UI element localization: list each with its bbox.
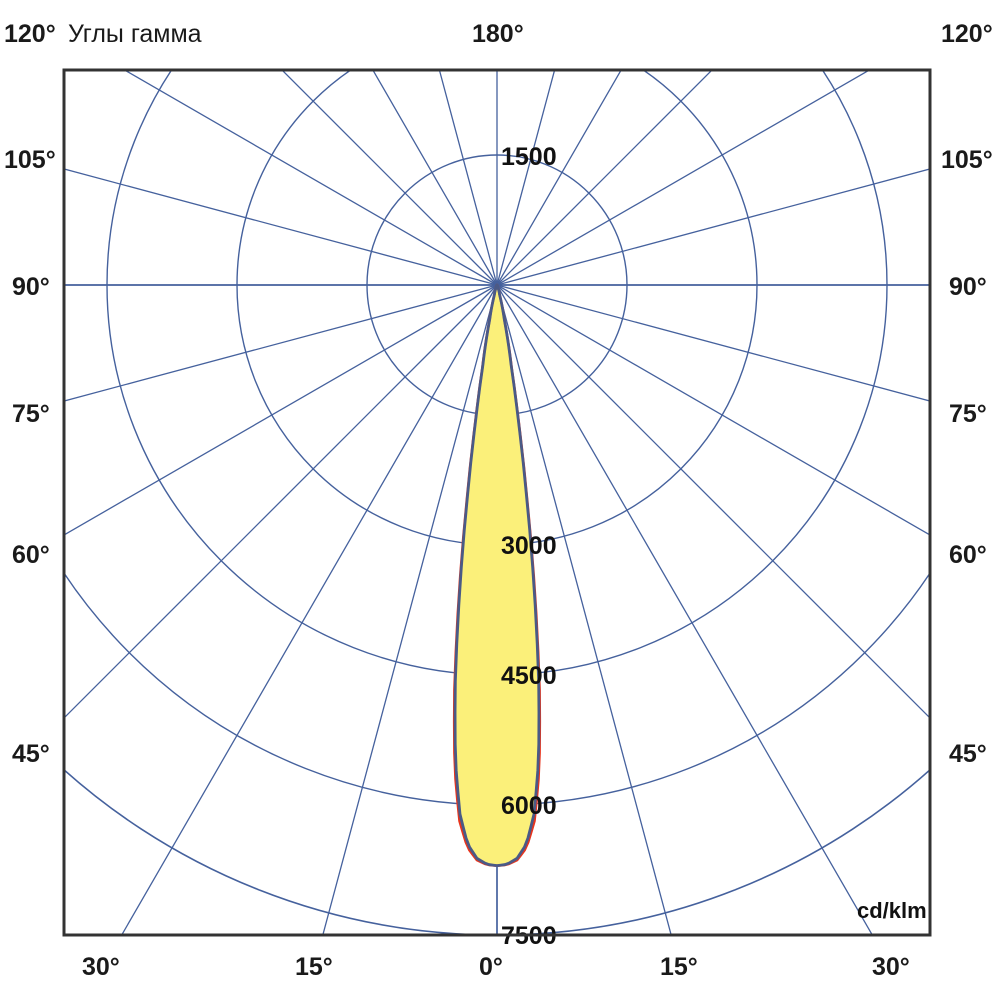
grid-ray-45 [496,284,930,719]
grid-ray--60 [64,284,498,536]
grid-ray--165 [438,70,498,286]
grid-ray-60 [496,284,930,536]
grid-ray-150 [496,70,622,286]
bottom-angle-label-left-15: 15° [295,953,333,981]
bottom-angle-label-right-30: 30° [872,953,910,981]
grid-ray--105 [64,168,498,286]
grid-ray-75 [496,284,930,402]
grid-ray-15 [496,284,672,935]
grid-ray--135 [281,70,498,286]
grid-ray-120 [496,70,871,286]
radial-value-label-6000: 6000 [501,792,557,820]
beam-fill-area [454,285,540,866]
left-angle-label-90: 90° [12,273,50,301]
top-right-angle-label: 120° [941,20,993,48]
grid-ray--150 [372,70,498,286]
grid-ray--15 [322,284,498,935]
grid-ray--75 [64,284,498,402]
grid-ray--120 [123,70,498,286]
radial-value-label-4500: 4500 [501,662,557,690]
curve-c90-c270 [453,283,541,868]
radial-value-label-1500: 1500 [501,143,557,171]
page-title: Углы гамма [68,20,202,48]
bottom-angle-label-0: 0° [479,953,503,981]
bottom-angle-label-right-15: 15° [660,953,698,981]
left-angle-label-105: 105° [4,146,56,174]
grid-ray--30 [120,284,498,935]
left-angle-label-45: 45° [12,740,50,768]
plot-frame [62,68,932,937]
grid-ray-135 [496,70,713,286]
top-center-angle-label: 180° [472,20,524,48]
left-angle-label-60: 60° [12,541,50,569]
right-angle-label-90: 90° [949,273,987,301]
right-angle-label-105: 105° [941,146,993,174]
right-angle-label-45: 45° [949,740,987,768]
bottom-angle-label-left-30: 30° [82,953,120,981]
left-angle-label-75: 75° [12,400,50,428]
right-angle-label-75: 75° [949,400,987,428]
radial-value-label-3000: 3000 [501,532,557,560]
right-angle-label-60: 60° [949,541,987,569]
beam-curves [452,283,542,868]
grid-ray-105 [496,168,930,286]
unit-label: cd/klm [857,898,927,923]
grid-ray-30 [496,284,874,935]
grid-ray--45 [64,284,498,719]
top-left-angle-label: 120° [4,20,56,48]
